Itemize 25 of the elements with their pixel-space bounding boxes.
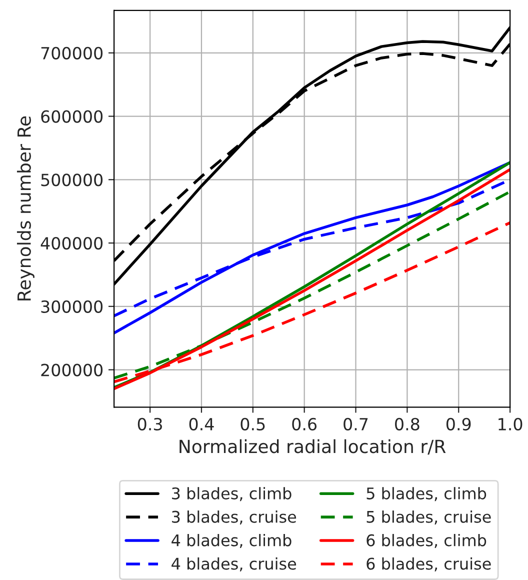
y-tick-label: 300000: [41, 300, 103, 313]
x-tick-label: 0.4: [189, 418, 214, 430]
legend-label: 3 blades, cruise: [172, 510, 296, 525]
y-tick-label: 200000: [41, 364, 103, 376]
y-tick-label: 600000: [41, 110, 103, 123]
y-tick-label: 500000: [41, 174, 103, 186]
x-tick-label: 0.3: [138, 418, 162, 430]
x-axis-title: Normalized radial location r/R: [180, 439, 446, 455]
legend-label: 5 blades, cruise: [366, 510, 491, 525]
y-tick-label: 700000: [41, 46, 103, 60]
legend-label: 3 blades, climb: [172, 487, 292, 502]
y-tick-label: 400000: [40, 236, 103, 250]
y-axis-title: Reynolds number Re: [16, 116, 34, 300]
legend-label: 6 blades, cruise: [366, 557, 491, 572]
x-tick-label: 0.6: [292, 418, 317, 430]
x-tick-label: 0.7: [344, 418, 368, 430]
line-series: [114, 161, 510, 334]
legend-label: 4 blades, cruise: [172, 557, 296, 572]
legend-label: 5 blades, climb: [366, 487, 486, 502]
x-tick-label: 0.5: [240, 418, 265, 430]
x-tick-label: 1.0: [498, 418, 522, 430]
x-tick-label: 0.8: [395, 418, 420, 430]
legend-label: 4 blades, climb: [172, 534, 292, 548]
x-tick-label: 0.9: [446, 418, 471, 430]
legend-label: 6 blades, climb: [366, 534, 486, 548]
